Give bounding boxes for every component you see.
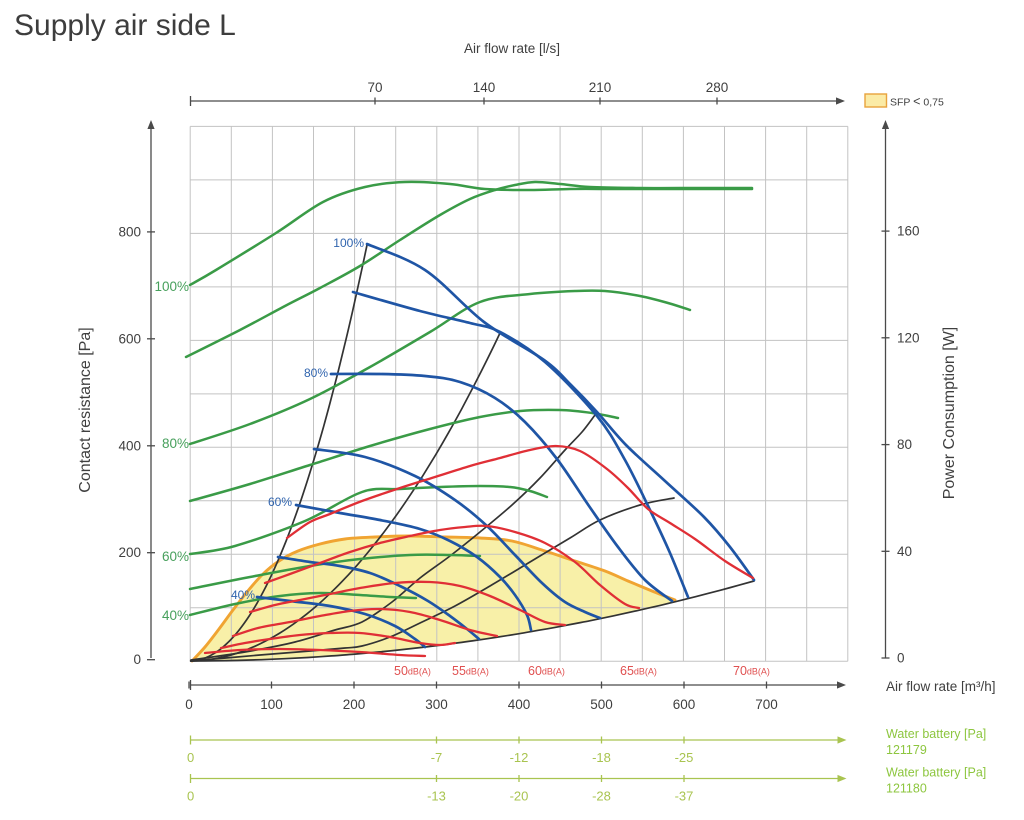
svg-text:300: 300 <box>425 697 448 712</box>
svg-text:Air flow rate [m³/h]: Air flow rate [m³/h] <box>886 679 996 694</box>
svg-text:-18: -18 <box>592 750 611 765</box>
svg-text:-13: -13 <box>427 789 446 804</box>
svg-text:200: 200 <box>118 545 141 560</box>
svg-text:0: 0 <box>897 651 905 666</box>
svg-text:400: 400 <box>118 438 141 453</box>
svg-text:400: 400 <box>508 697 531 712</box>
svg-text:100%: 100% <box>154 279 189 294</box>
svg-text:Power Consumption [W]: Power Consumption [W] <box>941 327 958 500</box>
svg-text:0: 0 <box>133 652 141 667</box>
svg-text:100%: 100% <box>333 236 364 250</box>
svg-text:0: 0 <box>185 697 193 712</box>
svg-text:-25: -25 <box>675 750 694 765</box>
svg-text:65dB(A): 65dB(A) <box>620 664 657 678</box>
svg-text:55dB(A): 55dB(A) <box>452 664 489 678</box>
svg-text:121179: 121179 <box>886 743 927 757</box>
svg-text:140: 140 <box>473 80 496 95</box>
svg-text:60%: 60% <box>162 549 189 564</box>
svg-text:500: 500 <box>590 697 613 712</box>
svg-text:SFP < 0,75: SFP < 0,75 <box>890 95 944 109</box>
svg-text:80: 80 <box>897 437 912 452</box>
svg-text:70: 70 <box>367 80 382 95</box>
svg-text:-28: -28 <box>592 789 611 804</box>
svg-text:80%: 80% <box>162 436 189 451</box>
svg-text:200: 200 <box>343 697 366 712</box>
svg-text:280: 280 <box>706 80 729 95</box>
svg-text:160: 160 <box>897 224 920 239</box>
svg-text:100: 100 <box>260 697 283 712</box>
svg-text:70dB(A): 70dB(A) <box>733 664 770 678</box>
svg-text:Water battery [Pa]: Water battery [Pa] <box>886 727 986 741</box>
svg-text:40: 40 <box>897 544 912 559</box>
svg-text:40%: 40% <box>231 588 255 602</box>
svg-text:600: 600 <box>673 697 696 712</box>
svg-text:50dB(A): 50dB(A) <box>394 664 431 678</box>
svg-text:120: 120 <box>897 330 920 345</box>
svg-text:40%: 40% <box>162 608 189 623</box>
svg-text:Contact resistance [Pa]: Contact resistance [Pa] <box>77 327 94 492</box>
svg-text:-20: -20 <box>510 789 529 804</box>
svg-text:800: 800 <box>118 224 141 239</box>
svg-text:-7: -7 <box>431 750 443 765</box>
svg-text:600: 600 <box>118 331 141 346</box>
svg-text:60%: 60% <box>268 495 292 509</box>
svg-text:-37: -37 <box>675 789 694 804</box>
svg-text:210: 210 <box>589 80 612 95</box>
svg-text:0: 0 <box>187 750 194 765</box>
svg-text:60dB(A): 60dB(A) <box>528 664 565 678</box>
svg-text:0: 0 <box>187 789 194 804</box>
svg-text:700: 700 <box>755 697 778 712</box>
svg-text:121180: 121180 <box>886 782 927 796</box>
svg-text:Water battery [Pa]: Water battery [Pa] <box>886 766 986 780</box>
svg-text:80%: 80% <box>304 366 328 380</box>
svg-text:-12: -12 <box>510 750 529 765</box>
svg-text:Air flow rate [l/s]: Air flow rate [l/s] <box>464 41 560 56</box>
